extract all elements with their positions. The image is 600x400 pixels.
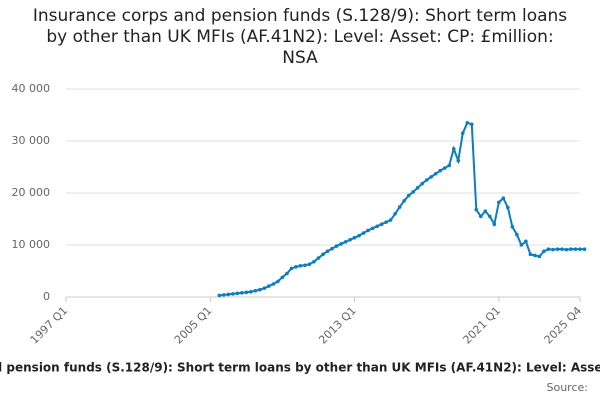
point	[438, 168, 443, 173]
point	[352, 235, 357, 240]
point	[492, 222, 497, 226]
line	[219, 121, 585, 297]
point	[321, 252, 325, 257]
point	[294, 265, 298, 269]
point	[357, 233, 361, 238]
point	[465, 121, 470, 125]
point	[555, 247, 560, 251]
point	[415, 186, 420, 190]
y-tick-label: 40 000	[12, 82, 51, 95]
point	[384, 220, 388, 224]
point	[506, 205, 510, 210]
point	[424, 178, 429, 182]
point	[307, 262, 312, 267]
point	[560, 247, 564, 251]
point	[388, 218, 393, 222]
point	[375, 224, 379, 229]
point	[397, 205, 402, 209]
point	[235, 291, 240, 296]
point	[240, 291, 244, 295]
point	[474, 207, 479, 212]
point	[361, 231, 366, 235]
point	[325, 249, 330, 254]
point	[564, 247, 569, 252]
point	[226, 292, 231, 297]
point	[348, 238, 352, 242]
point	[442, 166, 447, 170]
point	[578, 247, 582, 251]
point	[460, 131, 465, 135]
x-tick-label: 2021 Q1	[461, 304, 504, 347]
point	[537, 254, 542, 259]
point	[258, 287, 262, 292]
point	[479, 214, 483, 219]
point	[217, 293, 222, 298]
point	[343, 240, 348, 244]
point	[370, 226, 375, 231]
point	[249, 290, 253, 294]
point	[312, 259, 316, 264]
point	[330, 246, 334, 251]
point	[393, 212, 397, 216]
point	[542, 249, 546, 254]
point	[231, 292, 235, 296]
point	[456, 158, 461, 163]
x-tick-label: 1997 Q1	[28, 304, 71, 347]
point	[451, 147, 456, 151]
y-tick-label: 30 000	[12, 134, 51, 147]
point	[546, 247, 551, 251]
point	[339, 242, 343, 246]
y-tick-label: 10 000	[12, 238, 51, 251]
x-tick-label: 2025 Q4	[542, 304, 585, 347]
x-axis-label: Insurance corps and pension funds (S.128…	[0, 361, 600, 375]
point	[528, 252, 533, 257]
point	[222, 293, 226, 297]
point	[285, 271, 289, 276]
y-tick-label: 20 000	[12, 186, 51, 199]
point	[469, 122, 474, 127]
point	[519, 243, 524, 247]
point	[533, 253, 537, 258]
point	[447, 163, 452, 168]
point	[298, 264, 303, 268]
point	[497, 200, 501, 205]
point	[515, 232, 519, 237]
x-tick-label: 2005 Q1	[172, 304, 215, 347]
chart-title: Insurance corps and pension funds (S.128…	[32, 6, 568, 68]
point	[366, 228, 370, 233]
point	[262, 286, 267, 290]
point	[488, 214, 492, 219]
point	[253, 288, 258, 293]
point	[420, 181, 424, 186]
point	[501, 196, 506, 200]
point	[429, 175, 434, 179]
x-tick-label: 2013 Q1	[316, 304, 359, 347]
point	[569, 247, 573, 251]
point	[280, 275, 285, 280]
point	[524, 239, 528, 244]
point	[276, 279, 280, 284]
point	[510, 225, 515, 229]
point	[402, 199, 406, 203]
point	[483, 209, 488, 213]
point	[303, 263, 307, 268]
point	[582, 247, 587, 251]
point	[379, 222, 384, 226]
source: Source:	[547, 381, 589, 394]
point	[267, 284, 271, 288]
point	[573, 247, 578, 251]
point	[433, 171, 438, 176]
point	[551, 247, 555, 252]
point	[289, 266, 294, 271]
point	[406, 193, 411, 198]
point	[271, 282, 276, 286]
y-tick-label: 0	[43, 290, 50, 303]
point	[316, 256, 321, 260]
point	[244, 290, 249, 295]
point	[334, 244, 339, 248]
point	[411, 190, 415, 194]
